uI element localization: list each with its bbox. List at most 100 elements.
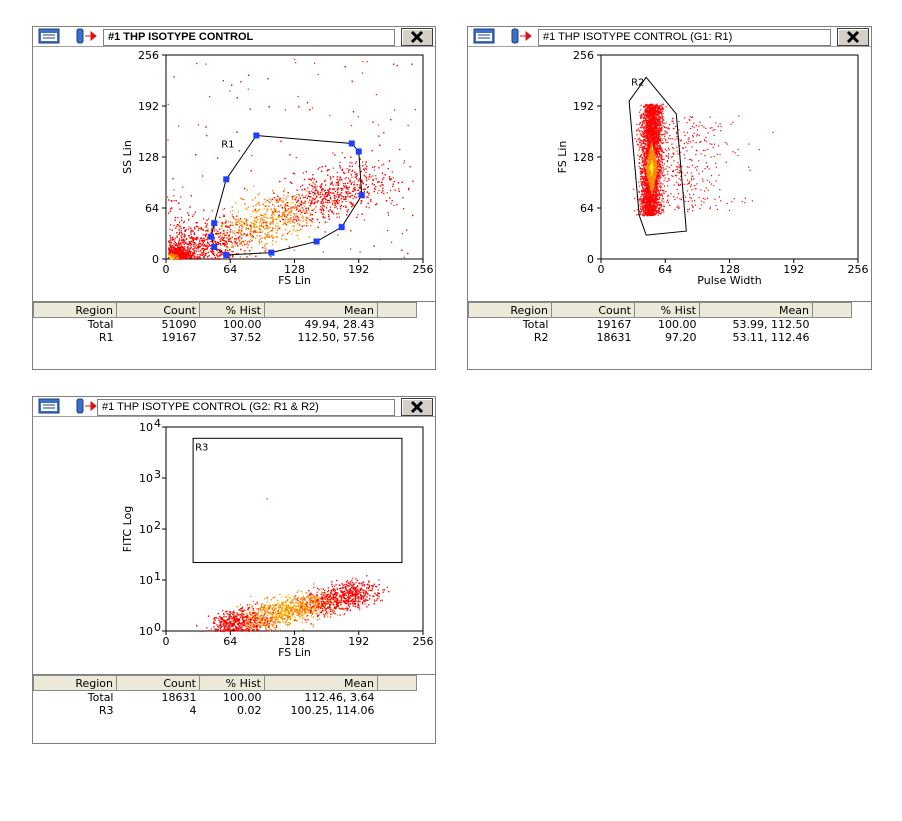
stats-column-header[interactable]: Count: [116, 675, 200, 691]
gate-rectangle[interactable]: [192, 437, 403, 564]
x-tick-label: 64: [223, 635, 237, 648]
gate-r3[interactable]: R3: [192, 437, 403, 564]
stats-cell: 112.46, 3.64: [304, 691, 375, 704]
stats-row: R1 19167 37.52 112.50, 57.56: [34, 331, 417, 344]
y-tick-label: 192: [138, 100, 159, 113]
y-tick-label: 128: [138, 151, 159, 164]
gate-handle[interactable]: [223, 176, 230, 183]
region-label: R1: [221, 139, 234, 150]
x-axis-label: Pulse Width: [697, 274, 761, 287]
stats-cell: 53.11, 112.46: [732, 331, 810, 344]
gate-handle[interactable]: [313, 238, 320, 245]
stats-row: Total 19167 100.00 53.99, 112.50: [469, 318, 852, 332]
stats-column-header[interactable]: Mean: [264, 302, 378, 318]
stats-cell: [813, 331, 852, 344]
tube-arrow-icon[interactable]: [75, 28, 97, 44]
close-button[interactable]: [401, 398, 433, 416]
plot-window-3: #1 THP ISOTYPE CONTROL (G2: R1 & R2) R3 …: [32, 396, 436, 744]
y-tick-exponent: 0: [154, 621, 161, 634]
stats-cell: Total: [87, 691, 114, 704]
stats-cell: [378, 704, 417, 717]
scatter-plot: R1 0 64 128 192 256 0 64 128 192 256 FS Lin SS Lin: [121, 49, 434, 287]
stats-column-header[interactable]: % Hist: [634, 302, 700, 318]
x-tick-label: 128: [719, 263, 740, 276]
close-button[interactable]: [837, 28, 869, 46]
region-label: R2: [631, 77, 644, 88]
stats-cell: [378, 331, 417, 344]
gate-handle[interactable]: [358, 192, 365, 199]
gate-handle[interactable]: [268, 249, 275, 256]
tube-arrow-icon[interactable]: [75, 398, 97, 414]
title-bar: #1 THP ISOTYPE CONTROL (G1: R1): [468, 27, 871, 47]
stats-row: Total 51090 100.00 49.94, 28.43: [34, 318, 417, 331]
gate-polygon[interactable]: [628, 76, 687, 236]
stats-table: Region Count% Hist Mean Total 18631 100.00 112…: [33, 674, 435, 743]
stats-window-icon[interactable]: [38, 398, 60, 414]
axes: 0 64 128 192 256 0 64 128 192 256 Pulse Width FS Li…: [556, 49, 869, 287]
x-tick-label: 64: [223, 263, 237, 276]
stats-cell: 4: [189, 704, 197, 717]
stats-column-header[interactable]: Region: [468, 302, 552, 318]
gate-handle[interactable]: [348, 140, 355, 147]
stats-cell: 18631: [161, 691, 197, 704]
stats-column-header[interactable]: Region: [33, 302, 117, 318]
stats-header-row: Region Count% Hist Mean: [33, 675, 417, 691]
stats-row: Total 18631 100.00 112.46, 3.64: [34, 691, 417, 705]
x-tick-label: 256: [413, 635, 434, 648]
x-axis-label: FS Lin: [278, 646, 311, 659]
y-tick-label: 10: [139, 574, 153, 587]
stats-cell: [378, 691, 417, 705]
stats-cell: R3: [98, 704, 114, 717]
gate-handle[interactable]: [208, 233, 215, 240]
gate-r2[interactable]: R2: [628, 76, 687, 236]
y-tick-exponent: 3: [154, 468, 161, 481]
stats-column-header[interactable]: % Hist: [199, 302, 265, 318]
tube-arrow-icon[interactable]: [510, 28, 532, 44]
x-tick-label: 192: [348, 263, 369, 276]
x-tick-label: 128: [284, 263, 305, 276]
y-tick-exponent: 2: [154, 519, 161, 532]
stats-header-row: Region Count% Hist Mean: [468, 302, 852, 318]
stats-cell: Total: [87, 318, 114, 331]
scatter-plot: R2 0 64 128 192 256 0 64 128 192 256 Pulse Width FS…: [556, 49, 869, 287]
x-tick-label: 0: [598, 263, 605, 276]
stats-window-icon[interactable]: [473, 28, 495, 44]
stats-column-header[interactable]: % Hist: [199, 675, 265, 691]
gate-handle[interactable]: [223, 252, 230, 259]
stats-column-header[interactable]: Region: [33, 675, 117, 691]
stats-column-header[interactable]: Count: [551, 302, 635, 318]
gate-handle[interactable]: [253, 132, 260, 139]
y-tick-label: 10: [139, 625, 153, 638]
gate-handle[interactable]: [211, 220, 218, 227]
x-tick-label: 0: [163, 635, 170, 648]
close-button[interactable]: [401, 28, 433, 46]
close-icon: [846, 30, 860, 44]
stats-cell: 97.20: [665, 331, 697, 344]
stats-cell: [813, 318, 852, 332]
stats-column-header[interactable]: Mean: [264, 675, 378, 691]
y-tick-label: 64: [580, 202, 594, 215]
gate-handle[interactable]: [211, 244, 218, 251]
y-axis-label: FITC Log: [121, 506, 134, 552]
y-tick-label: 192: [573, 100, 594, 113]
stats-column-header[interactable]: Count: [116, 302, 200, 318]
region-label: R3: [195, 442, 208, 453]
x-tick-label: 64: [658, 263, 672, 276]
stats-window-icon[interactable]: [38, 28, 60, 44]
y-tick-label: 64: [145, 202, 159, 215]
y-tick-label: 128: [573, 151, 594, 164]
gate-handle[interactable]: [338, 224, 345, 231]
gate-handle[interactable]: [355, 148, 362, 155]
y-axis-label: FS Lin: [556, 141, 569, 174]
stats-column-header[interactable]: Mean: [699, 302, 813, 318]
density-dots: [632, 103, 774, 217]
stats-cell: R2: [533, 331, 549, 344]
stats-column-header[interactable]: [812, 302, 852, 318]
y-tick-label: 256: [573, 49, 594, 62]
gate-r1[interactable]: R1: [208, 132, 365, 259]
y-axis-label: SS Lin: [121, 140, 134, 174]
stats-column-header[interactable]: [377, 302, 417, 318]
stats-table: Region Count% Hist Mean Total 19167 100.00 53.…: [468, 301, 871, 369]
stats-column-header[interactable]: [377, 675, 417, 691]
